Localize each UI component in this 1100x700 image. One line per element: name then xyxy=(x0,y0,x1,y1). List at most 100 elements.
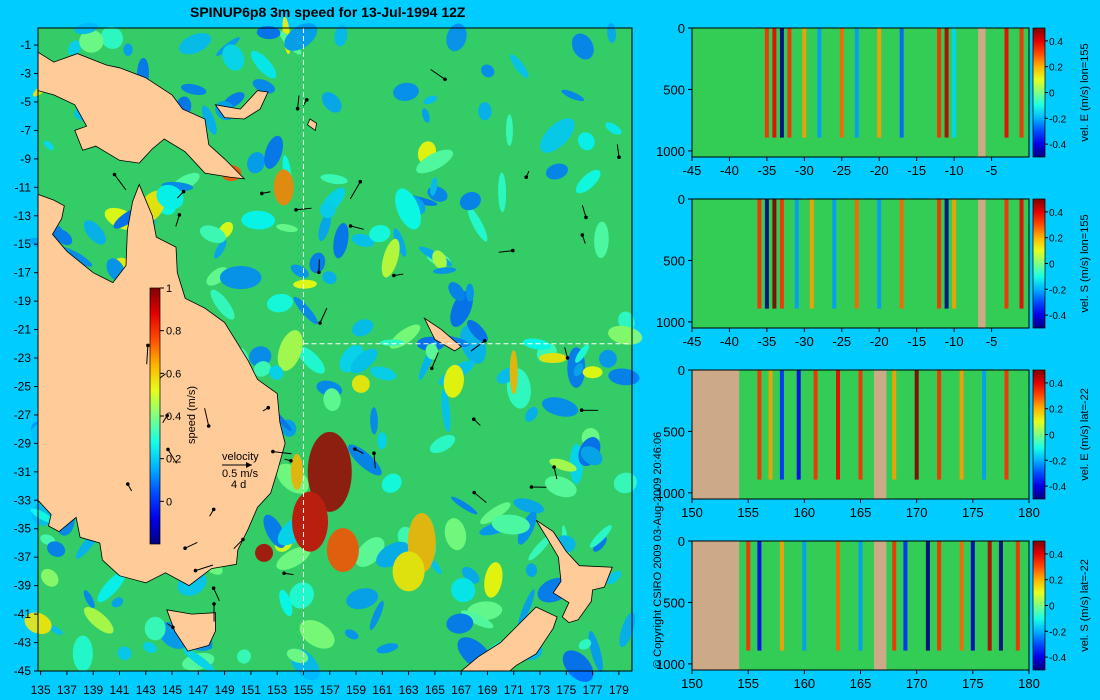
map-frame xyxy=(37,27,633,672)
section-colorbar-tick-label: 0.4 xyxy=(1049,379,1063,390)
section-band xyxy=(779,541,784,651)
bougainville-land xyxy=(306,118,318,132)
map-y-tick-label: -29 xyxy=(14,436,32,450)
current-feature xyxy=(509,350,518,395)
speed-eddy xyxy=(344,629,359,640)
velocity-arrow xyxy=(213,587,220,602)
velocity-arrow-head xyxy=(580,233,585,237)
section-x-tick-label: -25 xyxy=(832,334,851,349)
speed-eddy xyxy=(83,220,106,245)
map-x-tick-label: 167 xyxy=(451,683,471,697)
section-band xyxy=(858,370,863,480)
speed-eddy xyxy=(450,290,473,327)
speed-eddy xyxy=(575,344,590,363)
section-x-tick-label: -20 xyxy=(870,163,889,178)
section-x-tick-label: -15 xyxy=(907,334,926,349)
speed-eddy xyxy=(214,239,227,259)
speed-eddy xyxy=(351,319,374,337)
velocity-arrow-head xyxy=(358,179,363,184)
section-band xyxy=(836,541,840,651)
section-colorbar xyxy=(1032,369,1046,500)
speed-eddy xyxy=(323,388,341,412)
velocity-arrow-head xyxy=(295,106,300,111)
current-feature xyxy=(307,431,352,512)
speed-eddy xyxy=(446,23,467,52)
speed-colorbar-tick-label: 1 xyxy=(166,283,172,295)
section-x-tick-label: -15 xyxy=(907,163,926,178)
section-colorbar xyxy=(1032,540,1046,671)
section-colorbar-tick-label: 0 xyxy=(1049,89,1055,100)
section-land xyxy=(873,370,887,499)
speed-eddy xyxy=(30,508,54,523)
section-y-tick-label: 1000 xyxy=(656,657,685,672)
velocity-arrow-head xyxy=(211,507,216,512)
speed-eddy xyxy=(43,140,54,151)
section-x-tick-label: 180 xyxy=(1018,505,1040,520)
map-y-tick-label: -7 xyxy=(20,123,31,137)
current-feature xyxy=(326,528,359,573)
section-band xyxy=(809,199,814,309)
speed-eddy xyxy=(54,229,73,246)
speed-eddy xyxy=(376,643,399,654)
velocity-arrow-head xyxy=(353,447,357,451)
speed-eddy xyxy=(219,266,262,290)
map-x-tick-label: 175 xyxy=(556,683,576,697)
map-y-tick-label: -17 xyxy=(14,266,32,280)
speed-eddy xyxy=(348,444,382,476)
speed-eddy xyxy=(441,388,451,433)
speed-eddy xyxy=(432,250,447,270)
section-colorbar-label: vel. E (m/s) lat=-22 xyxy=(1079,388,1091,481)
speed-eddy xyxy=(619,612,636,648)
section-x-tick-label: -20 xyxy=(870,334,889,349)
section-band xyxy=(854,28,859,138)
section-x-tick-label: -35 xyxy=(757,334,776,349)
velocity-arrow xyxy=(146,345,149,365)
section-band xyxy=(1004,28,1009,138)
speed-eddy xyxy=(276,546,311,570)
speed-eddy xyxy=(206,267,228,286)
section-band xyxy=(903,541,908,651)
section-colorbar-tick-label: 0.4 xyxy=(1049,208,1063,219)
section-x-tick-label: 170 xyxy=(906,676,928,691)
speed-eddy xyxy=(289,582,314,609)
section-band xyxy=(764,199,769,309)
speed-eddy xyxy=(178,33,212,55)
velocity-arrow-head xyxy=(511,248,515,253)
map-y-tick-label: -27 xyxy=(14,408,32,422)
velocity-arrow xyxy=(470,340,486,352)
section-colorbar-tick-label: -0.4 xyxy=(1049,482,1067,493)
section-x-tick-label: -25 xyxy=(832,163,851,178)
speed-eddy xyxy=(334,24,348,47)
section-band xyxy=(937,541,942,651)
speed-eddy xyxy=(448,282,465,302)
speed-colorbar-tick-label: 0 xyxy=(166,496,172,508)
speed-eddy xyxy=(444,518,467,551)
speed-eddy xyxy=(446,613,474,634)
map-x-tick-label: 153 xyxy=(267,683,287,697)
map-y-tick-label: -3 xyxy=(20,67,31,81)
section-x-tick-label: 175 xyxy=(962,676,984,691)
speed-eddy xyxy=(320,174,348,185)
velocity-arrow xyxy=(581,204,587,218)
section-colorbar-tick-label: -0.2 xyxy=(1049,627,1067,638)
section-colorbar-tick-label: 0 xyxy=(1049,260,1055,271)
section-x-tick-label: 165 xyxy=(850,676,872,691)
speed-eddy xyxy=(395,188,421,230)
velocity-arrow-head xyxy=(241,537,245,542)
section-band xyxy=(899,28,904,138)
section-y-tick-label: 0 xyxy=(678,21,685,36)
speed-eddy xyxy=(528,534,552,561)
section-y-tick-label: 500 xyxy=(663,253,685,268)
speed-eddy xyxy=(481,64,495,78)
section-land xyxy=(692,370,740,499)
speed-eddy xyxy=(68,40,82,57)
section-band xyxy=(836,370,840,480)
section-band xyxy=(1004,199,1009,309)
velocity-arrow xyxy=(373,453,376,469)
velocity-arrow-head xyxy=(318,321,322,325)
map-y-tick-label: -11 xyxy=(15,180,32,194)
section-x-tick-label: 150 xyxy=(681,505,703,520)
speed-colorbar-tick-label: 0.4 xyxy=(166,411,181,423)
speed-eddy xyxy=(571,33,594,60)
velocity-arrows xyxy=(112,69,621,630)
